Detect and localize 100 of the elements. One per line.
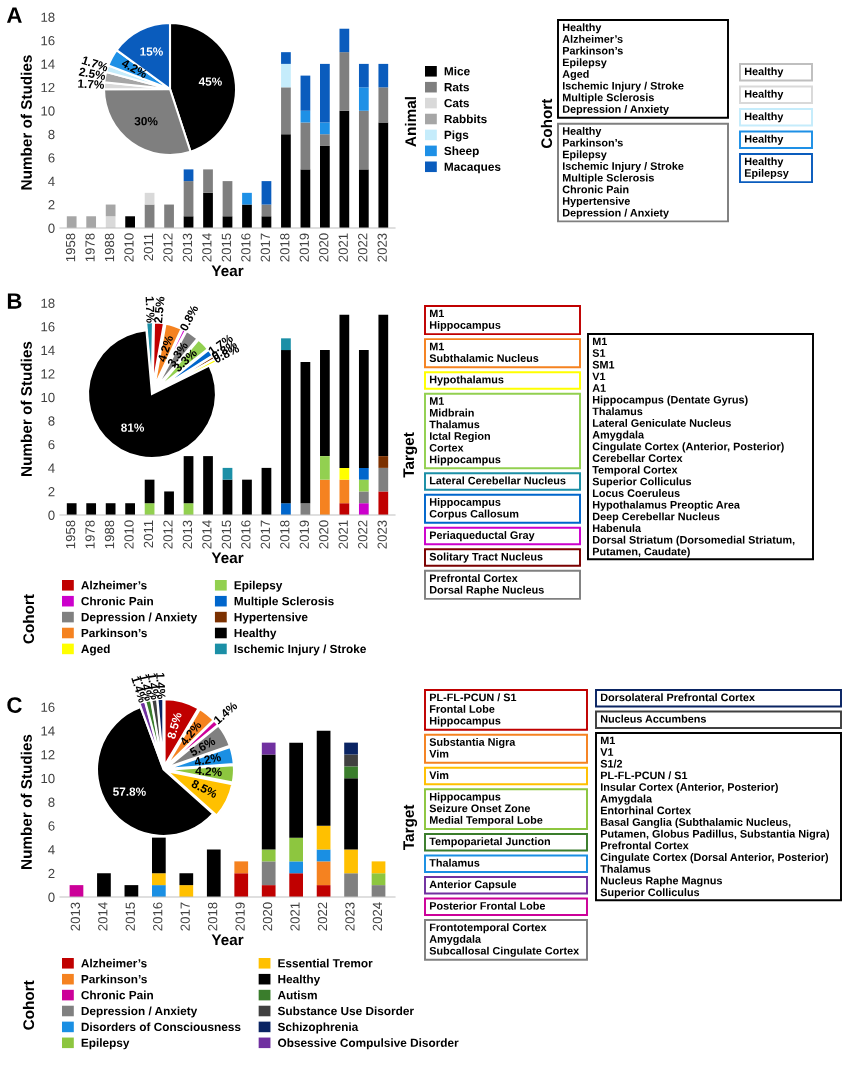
legend-label: Chronic Pain: [81, 596, 153, 606]
legend-label: Hypertensive: [234, 612, 308, 624]
bar: [86, 216, 97, 228]
text: Healthy Parkinson’s Epilepsy Ischemic Injury / Stroke Multiple Sclerosis Chronic Pain Hypertensive Depression / Anxiety: [562, 126, 684, 219]
bar: [281, 350, 291, 504]
bar: [261, 754, 276, 850]
data-label: 1.7%: [145, 296, 155, 323]
bar: [320, 134, 330, 146]
text: Cohort: [540, 98, 553, 149]
bar: [183, 181, 194, 217]
text: PL-FL-PCUN / S1 Frontal Lobe Hippocampus: [429, 693, 517, 727]
bar: [358, 467, 369, 480]
y-tick-label: 8: [48, 129, 55, 140]
bar: [300, 361, 311, 504]
bar: [339, 503, 350, 515]
text: Nucleus Accumbens: [600, 714, 706, 723]
x-tick-label: 2010: [124, 520, 134, 549]
legend-label: Cats: [444, 98, 469, 108]
y-tick-label: 2: [48, 868, 55, 879]
text: M1 Subthalamic Nucleus: [429, 342, 539, 362]
bar: [261, 181, 272, 205]
text: M1 Midbrain Thalamus Ictal Region Cortex Hippocampus: [429, 397, 501, 466]
text: Solitary Tract Nucleus: [429, 552, 543, 563]
bar: [281, 52, 291, 64]
bar: [164, 204, 174, 228]
bar: [66, 216, 77, 228]
x-tick-label: 2024: [372, 902, 383, 931]
y-tick-label: 10: [41, 773, 55, 784]
data-label: 57.8%: [113, 787, 146, 796]
x-tick-label: 2017: [260, 233, 270, 262]
data-label: 1.7%: [78, 79, 105, 89]
x-tick-label: 2023: [377, 520, 387, 549]
bar: [358, 110, 369, 170]
text: Dorsolateral Prefrontal Cortex: [600, 693, 755, 702]
bar: [242, 479, 252, 515]
bar: [344, 754, 358, 767]
bar: [203, 192, 213, 228]
y-tick-label: 10: [41, 106, 55, 116]
text: Target: [403, 432, 418, 478]
legend-title: Animal: [404, 97, 417, 147]
text: Periaqueductal Gray: [429, 531, 535, 542]
bar: [320, 479, 330, 515]
bar: [261, 861, 276, 886]
text: Prefrontal Cortex Dorsal Raphe Nucleus: [429, 574, 544, 596]
y-tick-label: 14: [41, 345, 55, 355]
y-tick-label: 6: [48, 439, 55, 450]
legend-label: Parkinson’s: [81, 974, 147, 984]
text: Vim: [429, 771, 449, 779]
text: Hippocampus Seizure Onset Zone Medial Temporal Lobe: [429, 792, 543, 826]
text: Posterior Frontal Lobe: [429, 901, 546, 910]
x-tick-label: 2020: [319, 520, 329, 549]
data-label: 8.5%: [166, 711, 182, 740]
legend-label: Essential Tremor: [278, 958, 373, 968]
y-tick-label: 0: [48, 223, 55, 233]
bar: [151, 873, 166, 886]
y-axis-title: Number of Studies: [20, 55, 32, 190]
text: Healthy Epilepsy: [744, 157, 789, 180]
legend-label: Healthy: [234, 628, 277, 640]
bar: [261, 467, 272, 515]
text: M1 Hippocampus: [429, 309, 501, 332]
bar: [378, 87, 389, 123]
bar: [242, 204, 252, 228]
bar: [378, 122, 389, 228]
y-tick-label: 0: [48, 892, 55, 902]
legend-title: Cohort: [22, 594, 35, 644]
bar: [358, 63, 369, 88]
bar: [358, 169, 369, 228]
x-tick-label: 2017: [180, 902, 190, 931]
bar: [179, 885, 194, 897]
bar: [261, 742, 276, 755]
x-tick-label: 2015: [125, 902, 135, 931]
y-tick-label: 2: [48, 200, 55, 210]
x-axis-title: Year: [211, 934, 244, 946]
y-tick-label: 6: [48, 153, 55, 163]
x-tick-label: 2020: [262, 902, 273, 931]
bar: [358, 503, 369, 515]
bar: [144, 192, 155, 205]
bar: [344, 873, 358, 897]
legend-label: Rats: [444, 83, 469, 92]
x-tick-label: 2019: [235, 902, 245, 931]
data-label: 4.2%: [120, 58, 149, 79]
y-tick-label: 14: [41, 59, 55, 69]
data-label: 30%: [134, 117, 158, 126]
x-tick-label: 2011: [143, 520, 154, 548]
bar: [261, 849, 276, 862]
legend-label: Alzheimer’s: [81, 958, 147, 968]
x-tick-label: 2016: [153, 902, 163, 931]
bar: [234, 873, 249, 897]
bar: [378, 467, 389, 492]
x-tick-label: 2019: [299, 233, 309, 262]
legend-label: Depression / Anxiety: [81, 1006, 198, 1018]
y-tick-label: 8: [48, 416, 55, 426]
x-tick-label: 2010: [124, 233, 134, 262]
text: Healthy: [744, 67, 784, 78]
legend-label: Epilepsy: [234, 580, 283, 592]
x-tick-label: 2018: [280, 233, 290, 262]
x-tick-label: 1978: [85, 520, 95, 549]
bar: [203, 169, 213, 193]
bar: [164, 491, 174, 515]
text: Tempoparietal Junction: [429, 837, 550, 848]
